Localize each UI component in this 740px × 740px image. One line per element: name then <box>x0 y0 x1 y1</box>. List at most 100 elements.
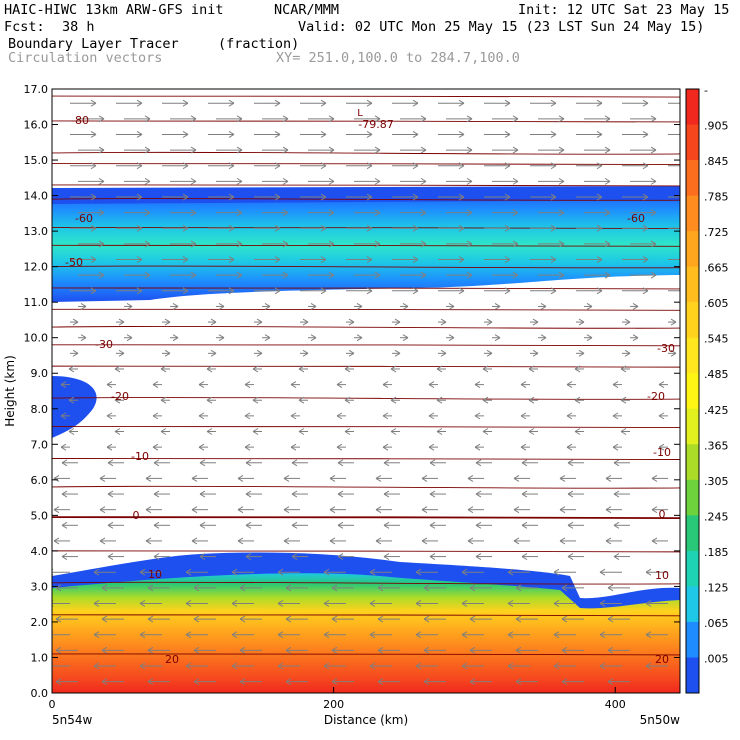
vector-head <box>605 474 612 482</box>
vector-head <box>191 506 198 514</box>
vector-head <box>291 459 298 467</box>
vector-head <box>136 162 143 170</box>
vector-head <box>328 209 335 217</box>
vector-head <box>93 568 100 576</box>
vector-head <box>670 349 677 357</box>
tracer-field <box>52 95 680 693</box>
colorbar-label: .725 <box>704 226 729 239</box>
vector-head <box>239 615 246 623</box>
isotherm <box>52 457 680 460</box>
isotherm <box>52 426 680 428</box>
isotherm <box>52 163 680 166</box>
vector-head <box>198 443 205 451</box>
vector-head <box>118 318 125 326</box>
fcst-label: Fcst: <box>4 19 45 35</box>
vector-head <box>106 381 113 389</box>
vector-head <box>604 177 611 185</box>
vector-head <box>182 193 189 201</box>
vector-head <box>642 224 649 232</box>
vector-head <box>369 662 376 670</box>
vector-head <box>515 646 522 654</box>
y-tick-label: 16.0 <box>24 119 49 132</box>
isotherm <box>52 581 680 585</box>
vector-head <box>329 537 336 545</box>
vector-head <box>474 443 481 451</box>
vector-head <box>504 287 511 295</box>
vector-head <box>486 349 493 357</box>
vector-head <box>244 381 251 389</box>
vector-head <box>642 99 649 107</box>
vector-head <box>461 631 468 639</box>
vector-head <box>239 678 246 686</box>
vector-head <box>93 600 100 607</box>
vector-head <box>144 115 151 123</box>
vector-head <box>512 240 519 248</box>
vector-head <box>60 381 67 389</box>
vector-head <box>136 193 143 201</box>
vector-head <box>310 303 317 310</box>
vector-head <box>337 521 344 529</box>
vector-head <box>586 334 593 342</box>
vector-head <box>282 146 289 154</box>
vector-head <box>515 584 522 592</box>
vector-head <box>164 349 171 357</box>
isotherm <box>52 365 680 368</box>
vector-head <box>106 443 113 451</box>
vector-head <box>101 678 108 686</box>
vector-head <box>291 490 298 498</box>
colorbar-label: .065 <box>704 617 729 630</box>
vector-head <box>236 115 243 123</box>
vector-head <box>559 537 566 545</box>
vector-head <box>282 271 289 279</box>
vector-head <box>206 428 213 435</box>
colorbar-label: .545 <box>704 333 729 346</box>
vector-head <box>578 349 585 357</box>
isotherm-label: -20 <box>647 390 665 403</box>
y-tick-label: 9.0 <box>31 367 49 380</box>
vector-head <box>245 521 252 529</box>
vector-head <box>504 224 511 232</box>
isotherm <box>52 184 680 187</box>
vector-head <box>561 584 568 592</box>
y-axis-label: Height (km) <box>3 355 17 426</box>
isotherm <box>52 550 680 553</box>
vector-head <box>651 506 658 514</box>
vector-head <box>412 224 419 232</box>
vector-head <box>504 193 511 201</box>
isotherm <box>52 516 680 520</box>
vector-head <box>256 349 263 357</box>
vector-head <box>106 412 113 420</box>
vector-head <box>420 209 427 217</box>
vector-head <box>285 584 292 592</box>
y-tick-label: 1.0 <box>31 651 49 664</box>
vector-head <box>285 678 292 686</box>
isotherm <box>52 344 680 347</box>
vector-head <box>283 474 290 482</box>
vector-head <box>331 584 338 592</box>
vector-head <box>274 224 281 232</box>
vector-head <box>282 115 289 123</box>
vector-head <box>218 303 225 310</box>
vector-head <box>394 349 401 357</box>
x-tick-label: 0 <box>49 698 56 711</box>
vector-head <box>553 662 560 670</box>
y-tick-label: 15.0 <box>24 154 49 167</box>
vector-head <box>415 600 422 607</box>
y-tick-label: 5.0 <box>31 509 49 522</box>
vector-head <box>377 646 384 654</box>
vector-head <box>55 615 62 623</box>
vector-head <box>210 318 217 326</box>
vector-head <box>344 428 351 435</box>
vector-head <box>458 99 465 107</box>
vector-head <box>366 287 373 295</box>
vector-head <box>596 99 603 107</box>
vector-head <box>277 662 284 670</box>
vector-head <box>415 631 422 639</box>
vector-head <box>147 678 154 686</box>
vector-head <box>420 271 427 279</box>
vector-head <box>650 271 657 279</box>
isotherm <box>52 325 680 329</box>
vector-head <box>421 537 428 545</box>
vector-head <box>298 365 305 373</box>
